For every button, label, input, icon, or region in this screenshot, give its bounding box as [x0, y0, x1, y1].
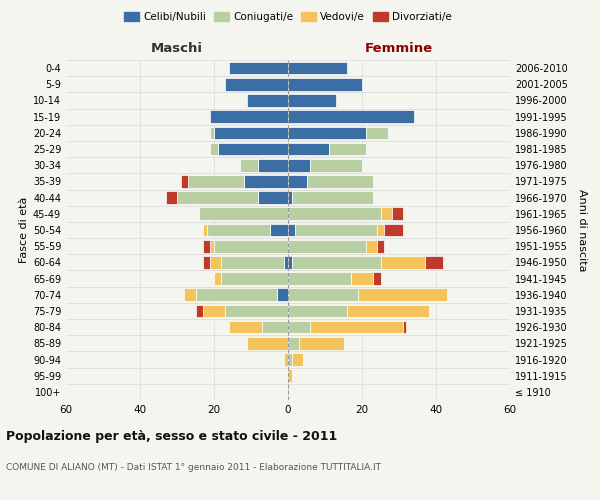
Bar	[196, 288, 277, 301]
Bar	[288, 304, 347, 318]
Bar	[351, 272, 373, 285]
Bar	[292, 256, 380, 268]
Bar	[288, 175, 307, 188]
Bar	[288, 288, 358, 301]
Bar	[366, 126, 388, 139]
Bar	[288, 353, 292, 366]
Bar	[199, 208, 288, 220]
Bar	[210, 142, 218, 156]
Bar	[177, 192, 259, 204]
Bar	[425, 256, 443, 268]
Bar	[259, 159, 288, 172]
Bar	[218, 142, 288, 156]
Bar	[225, 304, 288, 318]
Bar	[347, 304, 428, 318]
Bar	[380, 208, 392, 220]
Bar	[203, 256, 210, 268]
Bar	[288, 224, 295, 236]
Y-axis label: Anni di nascita: Anni di nascita	[577, 188, 587, 271]
Bar	[288, 337, 299, 349]
Text: Femmine: Femmine	[365, 42, 433, 55]
Bar	[292, 353, 303, 366]
Bar	[240, 159, 259, 172]
Bar	[366, 240, 377, 252]
Text: Maschi: Maschi	[151, 42, 203, 55]
Bar	[377, 240, 384, 252]
Bar	[211, 126, 214, 139]
Y-axis label: Fasce di età: Fasce di età	[19, 197, 29, 263]
Bar	[288, 208, 380, 220]
Bar	[269, 224, 288, 236]
Bar	[214, 272, 221, 285]
Bar	[288, 370, 292, 382]
Bar	[181, 175, 188, 188]
Bar	[392, 208, 403, 220]
Bar	[203, 240, 210, 252]
Bar	[244, 175, 288, 188]
Bar	[310, 321, 403, 334]
Bar	[262, 321, 288, 334]
Bar	[225, 78, 288, 90]
Bar	[247, 94, 288, 107]
Bar	[288, 159, 310, 172]
Bar	[196, 304, 203, 318]
Bar	[210, 110, 288, 123]
Bar	[288, 240, 366, 252]
Bar	[310, 159, 362, 172]
Bar	[203, 224, 206, 236]
Bar	[288, 192, 292, 204]
Bar	[221, 272, 288, 285]
Bar	[221, 256, 284, 268]
Bar	[214, 126, 288, 139]
Bar	[210, 256, 221, 268]
Bar	[203, 304, 225, 318]
Bar	[166, 192, 177, 204]
Bar	[380, 256, 425, 268]
Bar	[288, 126, 366, 139]
Bar	[214, 240, 288, 252]
Bar	[384, 224, 403, 236]
Bar	[184, 288, 196, 301]
Bar	[292, 192, 373, 204]
Bar	[247, 337, 288, 349]
Bar	[288, 62, 347, 74]
Bar	[188, 175, 244, 188]
Bar	[295, 224, 377, 236]
Bar	[211, 240, 214, 252]
Bar	[288, 256, 292, 268]
Bar	[288, 110, 414, 123]
Legend: Celibi/Nubili, Coniugati/e, Vedovi/e, Divorziati/e: Celibi/Nubili, Coniugati/e, Vedovi/e, Di…	[120, 8, 456, 26]
Bar	[288, 78, 362, 90]
Bar	[229, 321, 262, 334]
Bar	[284, 353, 288, 366]
Text: COMUNE DI ALIANO (MT) - Dati ISTAT 1° gennaio 2011 - Elaborazione TUTTITALIA.IT: COMUNE DI ALIANO (MT) - Dati ISTAT 1° ge…	[6, 462, 381, 471]
Bar	[288, 94, 336, 107]
Bar	[299, 337, 343, 349]
Text: Popolazione per età, sesso e stato civile - 2011: Popolazione per età, sesso e stato civil…	[6, 430, 337, 443]
Bar	[259, 192, 288, 204]
Bar	[288, 321, 310, 334]
Bar	[288, 142, 329, 156]
Bar	[229, 62, 288, 74]
Bar	[307, 175, 373, 188]
Bar	[284, 256, 288, 268]
Bar	[206, 224, 269, 236]
Bar	[329, 142, 366, 156]
Bar	[277, 288, 288, 301]
Bar	[403, 321, 406, 334]
Bar	[358, 288, 447, 301]
Bar	[377, 224, 384, 236]
Bar	[373, 272, 380, 285]
Bar	[288, 272, 351, 285]
